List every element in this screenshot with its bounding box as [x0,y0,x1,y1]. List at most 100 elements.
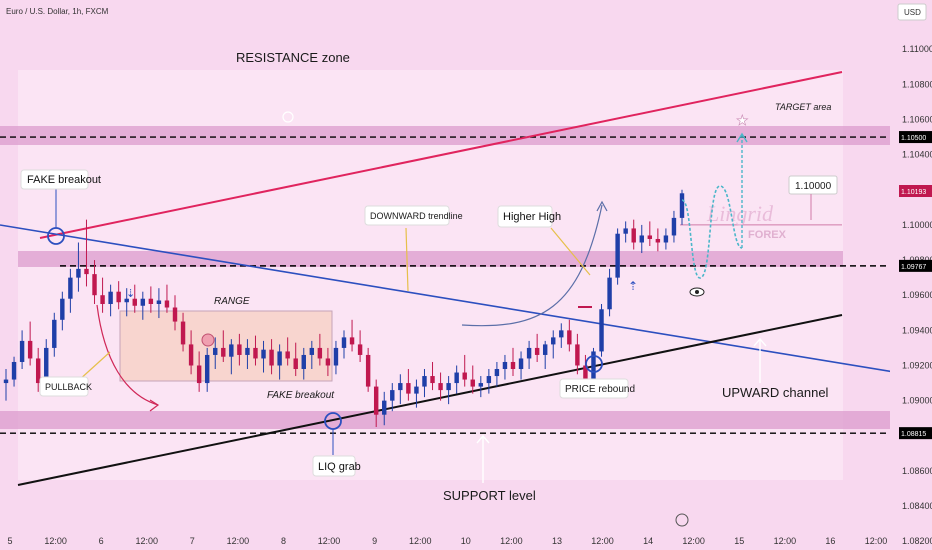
time-tick-label: 12:00 [591,536,614,546]
time-tick-label: 15 [734,536,744,546]
candle [68,268,73,313]
candle-body [124,298,129,303]
candle [116,281,121,310]
candle-body [3,379,9,384]
candle-body [462,372,467,380]
candle [35,347,41,392]
downward-trendline-box: DOWNWARD trendline [364,205,463,226]
candle [486,369,492,394]
candle-body [679,193,685,218]
watermark-logo: Lingrid [706,201,774,226]
candle [341,330,347,359]
candle-body [92,274,97,296]
candle [502,354,508,380]
candle [494,361,500,387]
upward-channel-label: UPWARD channel [722,385,829,400]
support-zone-band [0,411,890,429]
candle [510,347,516,377]
time-tick-label: 10 [461,536,471,546]
candle [213,337,218,370]
candle [19,330,25,370]
candle-body [52,319,57,348]
candle-body [357,344,363,355]
candle-body [454,372,459,384]
candle-body [559,330,564,338]
candle-body [309,347,315,355]
higher-high-box: Higher High [497,205,561,228]
lightning-icon [675,513,689,527]
projection-arrowhead [736,132,748,143]
candle [599,303,604,357]
candle [382,391,387,426]
candle [647,221,653,247]
candle-body [414,386,419,394]
time-tick-label: 12:00 [682,536,705,546]
candle-body [19,340,25,362]
candle-body [213,347,218,355]
candle-body [486,376,492,384]
candle [478,376,484,398]
candle [156,288,162,319]
candle [269,339,274,375]
price-tick-label: 1.08200 [902,536,932,546]
candle-body [430,376,435,384]
price-tick-label: 1.08600 [902,466,932,476]
candle-body [148,298,154,304]
candle-body [647,235,653,239]
price-badge [899,259,932,272]
svg-text:PULLBACK: PULLBACK [45,382,92,392]
candle [438,372,443,401]
candle-body [390,390,395,401]
candle [132,284,137,313]
svg-text:1.10000: 1.10000 [795,181,832,192]
time-tick-label: 12:00 [409,536,432,546]
candle-body [446,383,451,391]
candle-body [68,277,73,299]
target-star-icon: ★ [736,112,749,128]
target-price-box: 1.10000 [788,175,838,220]
svg-text:FAKE breakout: FAKE breakout [27,174,101,186]
candle-body [526,347,532,359]
candle [253,335,258,366]
price-axis: USD 1.110001.108001.106001.104001.100001… [890,0,932,550]
time-tick-label: 12:00 [318,536,341,546]
candle-body [11,361,17,380]
candle-body [237,344,242,355]
candle-body [341,337,347,348]
candle-body [623,228,628,234]
candle [615,228,620,285]
eye-pupil-icon [695,290,699,294]
price-tick-label: 1.10000 [902,220,932,230]
candle [317,333,323,366]
candle-body [599,309,604,352]
candle-body [542,344,548,355]
currency-badge[interactable] [897,3,927,21]
candle [204,347,210,392]
time-tick-label: 12:00 [227,536,250,546]
candle [148,286,154,313]
candle [655,228,661,252]
time-axis: 5 12:00 6 12:00 7 12:00 8 12:00 9 12:00 10 12:00 13 1… [7,536,887,546]
candle [301,347,306,380]
candle-body [277,351,282,366]
candle [559,323,564,348]
symbol-header: Euro / U.S. Dollar, 1h, FXCM [6,7,109,16]
svg-text:DOWNWARD trendline: DOWNWARD trendline [370,211,463,221]
candle [567,319,572,352]
candle-body [269,349,274,366]
candle-body [639,235,644,243]
range-box [119,310,333,382]
candle [124,288,129,317]
fake-breakout-top-box: FAKE breakout [20,169,101,190]
candle [221,330,226,362]
candle [462,354,467,387]
candle [679,189,685,225]
candle-body [373,386,379,415]
candle [27,321,33,366]
downward-trendline-pointer [405,227,409,292]
candle-body [164,300,170,308]
candle-body [172,307,178,322]
candle-body [422,376,427,387]
